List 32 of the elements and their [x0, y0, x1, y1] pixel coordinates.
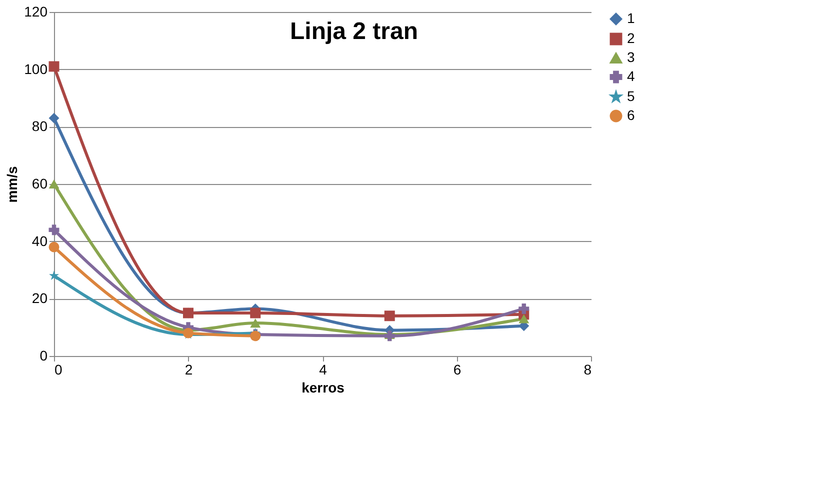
- point: [48, 242, 60, 252]
- point: [48, 224, 60, 236]
- x-axis-title: kerros: [302, 380, 345, 396]
- legend-label: 5: [627, 88, 635, 104]
- point: [518, 303, 530, 314]
- legend-label: 6: [627, 107, 635, 123]
- x-tick-label: 4: [319, 362, 328, 378]
- x-tick-label: 2: [184, 362, 193, 378]
- y-tick-label: 0: [40, 348, 48, 364]
- point: [48, 61, 60, 72]
- x-tick-label: 0: [54, 362, 62, 378]
- point: [250, 318, 261, 328]
- legend-label: 4: [627, 68, 635, 84]
- legend-label: 1: [627, 10, 635, 26]
- y-tick-label: 40: [32, 232, 48, 249]
- y-axis-title: mm/s: [4, 166, 20, 203]
- x-tick-label: 8: [584, 362, 592, 378]
- point: [384, 310, 395, 322]
- y-tick-label: 20: [32, 290, 48, 306]
- y-tick-label: 100: [24, 60, 48, 77]
- point: [518, 314, 530, 324]
- chart-title: Linja 2 tran: [290, 18, 418, 45]
- legend-label: 3: [627, 49, 635, 65]
- point: [48, 179, 60, 189]
- point: [49, 270, 59, 280]
- y-tick-label: 120: [24, 4, 48, 20]
- y-tick-label: 60: [32, 176, 48, 192]
- point: [250, 308, 261, 318]
- y-tick-label: 80: [32, 118, 48, 134]
- point: [48, 112, 60, 124]
- legend-label: 2: [627, 30, 635, 46]
- x-tick-label: 6: [453, 362, 462, 378]
